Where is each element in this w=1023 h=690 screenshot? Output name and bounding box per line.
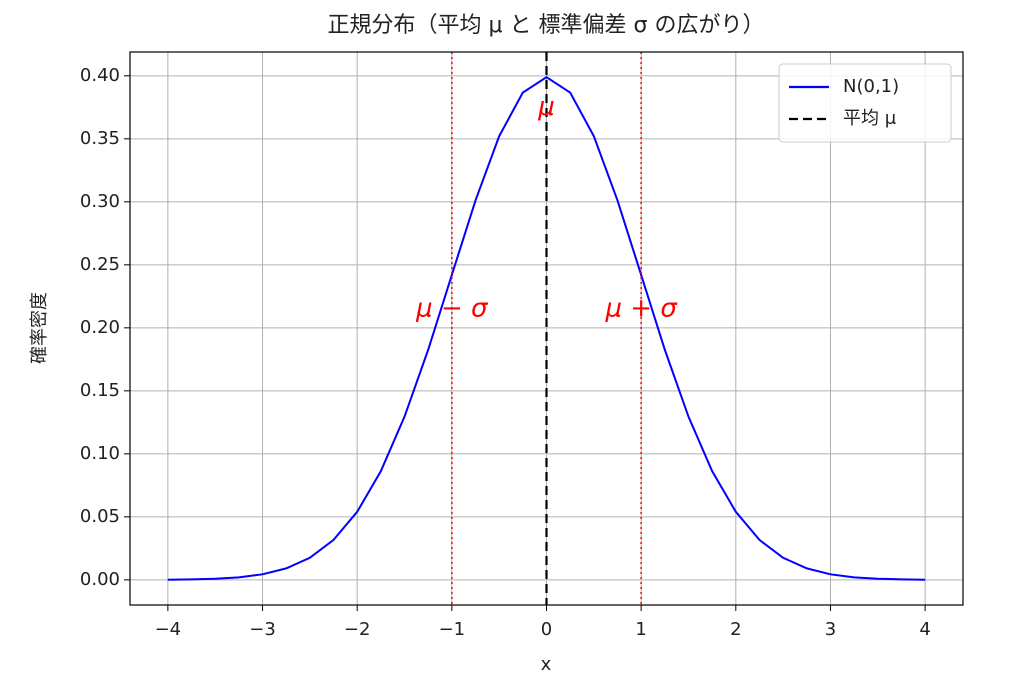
- line: [167, 76, 926, 581]
- x-tick-label: 2: [730, 619, 741, 640]
- legend: N(0,1) 平均 μ: [778, 63, 952, 143]
- y-tick-label: 0.40: [80, 65, 120, 86]
- x-tick-label: 0: [541, 619, 552, 640]
- annotation: μ: [537, 92, 555, 122]
- y-tick-label: 0.00: [80, 569, 120, 590]
- y-tick-label: 0.10: [80, 443, 120, 464]
- y-tick-label: 0.35: [80, 128, 120, 149]
- annotation: μ − σ: [415, 293, 489, 323]
- x-tick-label: −1: [439, 619, 466, 640]
- x-tick-label: −2: [344, 619, 371, 640]
- x-tick-label: 1: [635, 619, 646, 640]
- chart-title: 正規分布（平均 μ と 標準偏差 σ の広がり）: [328, 13, 765, 38]
- plot-frame: [129, 51, 964, 606]
- x-tick-label: −4: [155, 619, 182, 640]
- x-tick-label: 3: [825, 619, 836, 640]
- y-axis-label: 確率密度: [29, 292, 50, 364]
- x-tick-label: −3: [249, 619, 276, 640]
- y-tick-label: 0.15: [80, 380, 120, 401]
- y-tick-label: 0.25: [80, 254, 120, 275]
- legend-label: N(0,1): [843, 76, 899, 97]
- y-tick-label: 0.30: [80, 191, 120, 212]
- legend-box: [778, 63, 952, 143]
- legend-label: 平均 μ: [843, 108, 897, 129]
- x-tick-label: 4: [919, 619, 930, 640]
- y-tick-label: 0.05: [80, 506, 120, 527]
- y-tick-label: 0.20: [80, 317, 120, 338]
- x-axis-label: x: [541, 654, 552, 675]
- annotation: μ + σ: [604, 293, 678, 323]
